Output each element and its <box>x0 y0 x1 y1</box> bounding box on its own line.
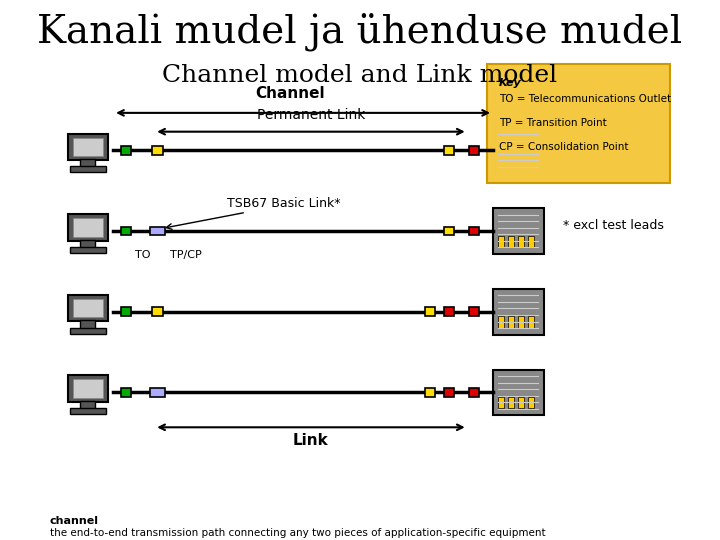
Bar <box>493 127 544 173</box>
Text: * excl test leads: * excl test leads <box>563 219 664 232</box>
Bar <box>508 397 514 408</box>
Bar <box>444 227 454 235</box>
Bar <box>518 316 524 328</box>
Bar <box>518 397 524 408</box>
Bar <box>425 388 435 397</box>
Bar <box>528 235 534 247</box>
Bar <box>70 166 106 172</box>
Bar <box>80 320 96 329</box>
Bar <box>70 408 106 414</box>
Bar <box>493 369 544 415</box>
Bar <box>73 138 103 156</box>
Bar <box>68 214 108 241</box>
Text: Channel: Channel <box>256 86 325 101</box>
Bar <box>498 316 504 328</box>
Bar <box>153 146 163 155</box>
Bar <box>121 146 131 155</box>
Bar <box>121 388 131 397</box>
Bar <box>150 388 166 397</box>
Bar <box>469 146 479 155</box>
Text: CP = Consolidation Point: CP = Consolidation Point <box>499 143 629 152</box>
Bar <box>508 316 514 328</box>
Bar <box>425 307 435 316</box>
Bar <box>498 235 504 247</box>
Bar <box>528 155 534 166</box>
Bar <box>444 388 454 397</box>
Bar <box>73 299 103 318</box>
Bar <box>518 155 524 166</box>
Bar <box>508 155 514 166</box>
Text: TSB67 Basic Link*: TSB67 Basic Link* <box>228 197 341 210</box>
Bar <box>493 289 544 335</box>
Text: TO = Telecommunications Outlet: TO = Telecommunications Outlet <box>499 94 671 104</box>
Text: Key: Key <box>499 78 522 88</box>
Bar <box>508 235 514 247</box>
Text: Permanent Link: Permanent Link <box>257 108 365 122</box>
Bar <box>73 380 103 398</box>
Bar <box>150 227 166 235</box>
Bar <box>121 227 131 235</box>
Bar <box>80 401 96 409</box>
Bar <box>469 388 479 397</box>
Bar <box>518 235 524 247</box>
Bar <box>80 240 96 248</box>
Text: channel: channel <box>50 516 99 526</box>
Text: Link: Link <box>293 433 329 448</box>
Text: TO: TO <box>135 250 150 260</box>
Text: Kanali mudel ja ühenduse mudel: Kanali mudel ja ühenduse mudel <box>37 13 683 51</box>
Bar <box>498 397 504 408</box>
Text: Channel model and Link model: Channel model and Link model <box>163 64 557 87</box>
FancyBboxPatch shape <box>487 64 670 183</box>
Bar <box>70 328 106 334</box>
Bar <box>498 155 504 166</box>
Bar <box>493 208 544 254</box>
Bar <box>528 316 534 328</box>
Text: the end-to-end transmission path connecting any two pieces of application-specif: the end-to-end transmission path connect… <box>50 528 546 538</box>
Bar <box>80 159 96 167</box>
Bar <box>70 247 106 253</box>
Bar <box>469 307 479 316</box>
Bar <box>444 146 454 155</box>
Bar <box>444 307 454 316</box>
Bar <box>68 133 108 160</box>
Bar <box>121 307 131 316</box>
Bar <box>68 375 108 402</box>
Bar <box>153 307 163 316</box>
Bar <box>469 227 479 235</box>
Text: TP/CP: TP/CP <box>170 250 202 260</box>
Text: TP = Transition Point: TP = Transition Point <box>499 118 607 128</box>
Bar <box>528 397 534 408</box>
Bar <box>68 295 108 321</box>
Bar <box>73 218 103 237</box>
